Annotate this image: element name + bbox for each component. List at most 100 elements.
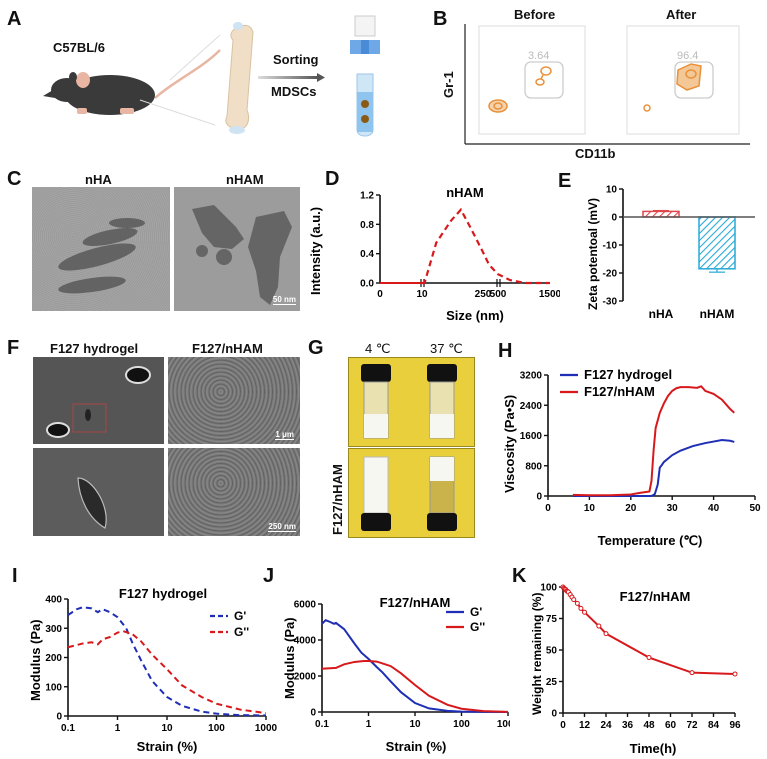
chart-e-ylabel: Zeta potentoal (mV): [586, 198, 600, 310]
chart-k-data-point: [574, 600, 580, 606]
chart-e-bar-nha: [642, 210, 680, 218]
sem-image-f127-nham-high: 250 nm: [168, 448, 300, 536]
femur-bone-illustration: [225, 22, 254, 134]
chart-j-xlabel: Strain (%): [386, 739, 447, 754]
sem-image-f127-high: [33, 448, 164, 536]
flow-title-after: After: [666, 7, 697, 22]
chart-h-y-tick-label: 3200: [520, 371, 543, 382]
panel-label-b: B: [433, 8, 448, 30]
zoom-region-box: [72, 403, 107, 433]
chart-k-y-tick-label: 100: [540, 583, 557, 594]
flow-title-before: Before: [514, 7, 556, 22]
chart-j-legend-label: G': [470, 605, 482, 619]
chart-k-x-tick-label: 96: [729, 720, 741, 731]
chart-h-series-0: [572, 439, 735, 497]
temp-label-4c: 4 ℃: [365, 341, 391, 356]
chart-e-bar-nham: [698, 216, 736, 270]
chart-i-series-1: [67, 630, 267, 715]
chart-h-legend-label: F127 hydrogel: [584, 367, 672, 382]
chart-i-y-tick-label: 300: [45, 624, 62, 635]
chart-k-x-tick-label: 12: [579, 720, 591, 731]
chart-j-y-tick-label: 0: [310, 708, 316, 719]
chart-k-data-point: [732, 671, 738, 677]
gate-value-after: 96.4: [677, 50, 699, 62]
panel-label-e: E: [558, 170, 572, 192]
chart-k-x-tick-label: 0: [560, 720, 566, 731]
scale-bar-250nm: 250 nm: [268, 522, 296, 532]
cell-strainer-illustration: [350, 15, 380, 54]
chart-k-data-point: [603, 631, 609, 637]
chart-i-y-tick-label: 400: [45, 595, 62, 606]
chart-d-x-tick-label: 10: [416, 289, 428, 300]
chart-i-modulus-f127: F127 hydrogel Modulus (Pa) Strain (%) 0 1…: [28, 586, 278, 754]
chart-i-x-tick-label: 0.1: [61, 723, 75, 734]
gate-before: [524, 61, 564, 99]
gel-side-label: F127/nHAM: [330, 464, 345, 535]
chart-i-legend-label: G'': [234, 625, 249, 639]
tem-title-nha: nHA: [85, 172, 112, 187]
chart-e-y-tick-label: -30: [603, 297, 618, 308]
chart-j-y-tick-label: 2000: [294, 672, 317, 683]
chart-k-y-tick-label: 50: [546, 646, 558, 657]
chart-j-series-1: [321, 660, 509, 713]
chart-k-x-tick-label: 36: [622, 720, 634, 731]
chart-h-series-1: [572, 385, 735, 497]
chart-j-x-tick-label: 100: [453, 719, 470, 730]
chart-h-x-tick-label: 50: [749, 503, 761, 514]
chart-e-y-tick-label: -10: [603, 241, 618, 252]
chart-d-y-tick-label: 0.8: [360, 220, 374, 231]
chart-k-x-tick-label: 84: [708, 720, 720, 731]
chart-i-series-0: [67, 606, 267, 717]
chart-h-x-tick-label: 10: [584, 503, 596, 514]
chart-h-x-tick-label: 30: [667, 503, 679, 514]
chart-k-data-point: [578, 605, 584, 611]
panel-a-illustration: [43, 15, 380, 137]
chart-h-x-tick-label: 40: [708, 503, 720, 514]
chart-e-y-tick-label: -20: [603, 269, 618, 280]
chart-j-x-tick-label: 10: [409, 719, 421, 730]
chart-k-ylabel: Weight remaining (%): [530, 593, 544, 715]
chart-d-series-nham: [422, 207, 550, 285]
vial-4c-upright: [361, 364, 391, 439]
chart-h-ylabel: Viscosity (Pa•S): [502, 395, 517, 493]
chart-k-data-point: [689, 670, 695, 676]
panel-label-k: K: [512, 565, 527, 587]
chart-d-xlabel: Size (nm): [446, 308, 504, 323]
chart-i-title: F127 hydrogel: [119, 586, 207, 601]
chart-d-y-tick-label: 0.0: [360, 279, 374, 290]
panel-label-g: G: [308, 337, 324, 359]
chart-d-x-tick-label: 500: [490, 289, 507, 300]
arrow-label-top: Sorting: [273, 52, 319, 67]
chart-i-x-tick-label: 1000: [255, 723, 278, 734]
chart-h-x-tick-label: 0: [545, 503, 551, 514]
panel-label-i: I: [12, 565, 18, 587]
chart-j-y-tick-label: 4000: [294, 636, 317, 647]
chart-e-y-tick-label: 10: [606, 185, 618, 196]
sorting-arrow: [258, 73, 325, 82]
chart-h-viscosity: Viscosity (Pa•S) Temperature (℃) 0 800 160…: [502, 367, 761, 548]
gate-after: [674, 61, 714, 99]
chart-k-x-tick-label: 60: [665, 720, 677, 731]
plot-frame-before: [478, 25, 586, 135]
chart-k-x-tick-label: 72: [686, 720, 698, 731]
vial-37c-inverted-gel: [427, 456, 457, 531]
flow-ylabel: Gr-1: [441, 71, 456, 98]
chart-j-y-tick-label: 6000: [294, 600, 317, 611]
tem-image-nham: 50 nm: [174, 187, 300, 311]
vial-photo-upright: [348, 357, 475, 447]
scale-bar-1um: 1 μm: [275, 430, 294, 440]
flow-cytometry-plots: [464, 24, 750, 145]
vial-4c-inverted-flowing: [361, 456, 391, 531]
strain-label: C57BL/6: [53, 40, 106, 55]
chart-k-y-tick-label: 25: [546, 677, 558, 688]
chart-i-y-tick-label: 100: [45, 682, 62, 693]
chart-d-title: nHAM: [446, 185, 484, 200]
chart-k-x-tick-label: 48: [643, 720, 655, 731]
temp-label-37c: 37 ℃: [430, 341, 463, 356]
chart-k-data-point: [571, 597, 577, 603]
sem-title-f127-nham: F127/nHAM: [192, 341, 263, 356]
vial-photo-inverted: [348, 448, 475, 538]
population-after: [643, 63, 702, 112]
chart-e-x-tick-label: nHA: [649, 307, 674, 321]
chart-d-ylabel: Intensity (a.u.): [308, 207, 323, 295]
